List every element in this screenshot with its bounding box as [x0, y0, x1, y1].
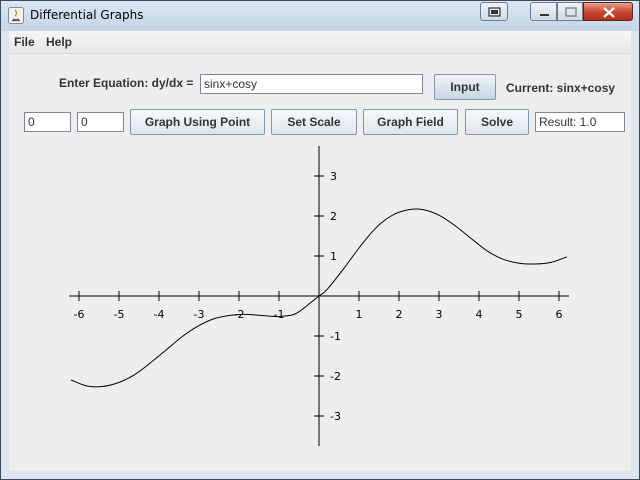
current-equation: Current: sinx+cosy: [506, 81, 616, 95]
solve-button[interactable]: Solve: [465, 109, 529, 135]
y-tick-label: -1: [330, 330, 341, 343]
x-tick-label: -6: [74, 308, 85, 321]
x-value-field[interactable]: 0: [24, 112, 71, 132]
x-tick-label: 3: [436, 308, 443, 321]
x-tick-label: 5: [516, 308, 523, 321]
solution-curve: [70, 208, 568, 388]
title-bar[interactable]: Differential Graphs: [1, 1, 639, 31]
x-tick-label: -2: [234, 308, 245, 321]
y-tick-label: 1: [330, 250, 337, 263]
maximize-icon: [565, 7, 577, 17]
window-extra-button[interactable]: [480, 2, 508, 21]
x-tick-label: -1: [274, 308, 285, 321]
close-button[interactable]: [583, 2, 633, 21]
menu-bar: File Help: [9, 31, 631, 54]
set-scale-button[interactable]: Set Scale: [271, 109, 357, 135]
graph-field-button[interactable]: Graph Field: [363, 109, 458, 135]
x-tick-label: -3: [194, 308, 205, 321]
client-area: File Help Enter Equation: dy/dx = sinx+c…: [9, 31, 631, 471]
x-tick-label: -5: [114, 308, 125, 321]
minimize-icon: [540, 14, 549, 16]
y-tick-label: -2: [330, 370, 341, 383]
graph-using-point-button[interactable]: Graph Using Point: [130, 109, 265, 135]
x-tick-label: 6: [556, 308, 563, 321]
y-tick-label: 2: [330, 210, 337, 223]
x-tick-label: -4: [154, 308, 165, 321]
graph-canvas: -6 -5 -4 -3 -2 -1 1 2 3 4 5 6 3 2 1 -1 -2 -3: [69, 146, 569, 446]
java-app-icon: [8, 7, 24, 24]
equation-label: Enter Equation: dy/dx =: [59, 76, 194, 90]
result-field: Result: 1.0: [535, 112, 625, 132]
window-title: Differential Graphs: [30, 8, 144, 22]
x-tick-label: 1: [356, 308, 363, 321]
y-tick-label: 3: [330, 170, 337, 183]
menu-file[interactable]: File: [14, 35, 35, 49]
minimize-button[interactable]: [530, 2, 557, 21]
input-button[interactable]: Input: [434, 74, 496, 100]
x-tick-label: 2: [396, 308, 403, 321]
restore-window-icon: [488, 7, 501, 17]
y-value-field[interactable]: 0: [77, 112, 124, 132]
close-icon: [603, 7, 615, 18]
x-tick-label: 4: [476, 308, 483, 321]
menu-help[interactable]: Help: [46, 35, 73, 49]
equation-input[interactable]: sinx+cosy: [200, 74, 423, 94]
maximize-button[interactable]: [557, 2, 583, 21]
y-tick-label: -3: [330, 410, 341, 423]
